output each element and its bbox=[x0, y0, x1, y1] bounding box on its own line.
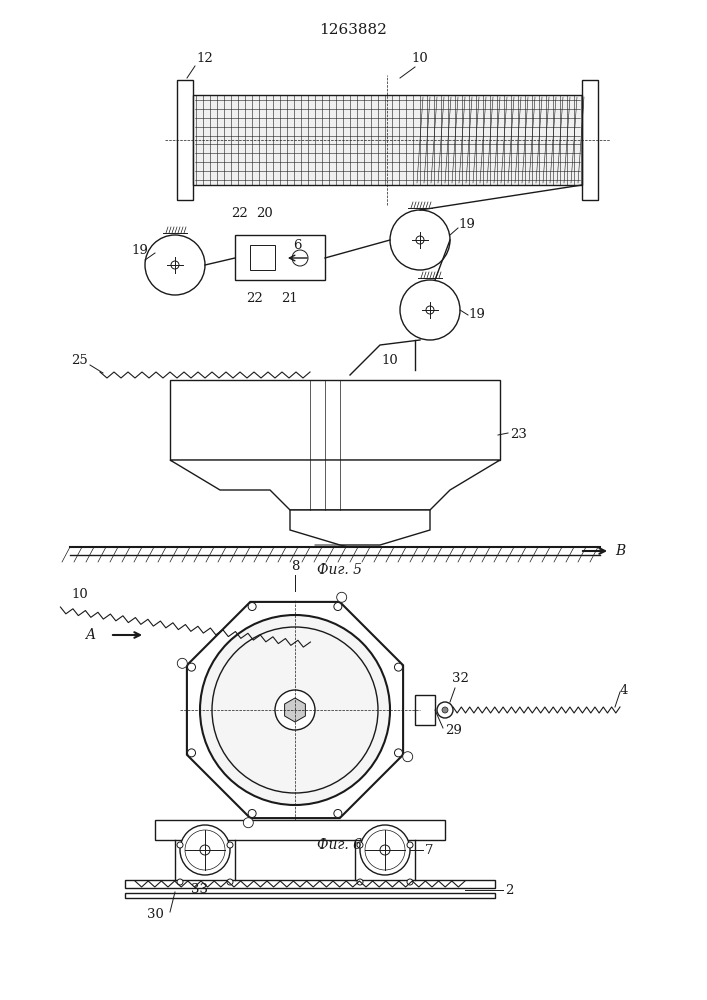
Text: 25: 25 bbox=[71, 354, 88, 366]
Circle shape bbox=[200, 615, 390, 805]
Text: 23: 23 bbox=[510, 428, 527, 442]
Text: 4: 4 bbox=[620, 684, 629, 696]
Circle shape bbox=[180, 825, 230, 875]
Circle shape bbox=[437, 702, 453, 718]
Text: 1263882: 1263882 bbox=[319, 23, 387, 37]
Circle shape bbox=[334, 809, 342, 817]
Text: 32: 32 bbox=[452, 672, 469, 685]
Circle shape bbox=[177, 658, 187, 668]
Text: 21: 21 bbox=[281, 292, 298, 305]
Circle shape bbox=[360, 825, 410, 875]
Bar bbox=[125, 893, 495, 898]
Text: 19: 19 bbox=[458, 219, 475, 232]
Circle shape bbox=[200, 845, 210, 855]
Text: Фиг. 5: Фиг. 5 bbox=[317, 563, 363, 577]
Polygon shape bbox=[290, 510, 430, 545]
Text: Фиг. 6: Фиг. 6 bbox=[317, 838, 363, 852]
Text: 12: 12 bbox=[197, 52, 214, 65]
Bar bbox=[193, 95, 582, 185]
Text: A: A bbox=[85, 628, 95, 642]
Text: 30: 30 bbox=[146, 908, 163, 922]
Bar bbox=[582, 80, 598, 200]
Circle shape bbox=[227, 842, 233, 848]
Circle shape bbox=[337, 592, 346, 602]
Circle shape bbox=[248, 603, 256, 611]
Text: 29: 29 bbox=[445, 724, 462, 736]
Bar bbox=[155, 820, 445, 840]
Circle shape bbox=[442, 707, 448, 713]
Circle shape bbox=[407, 879, 413, 885]
Text: 22: 22 bbox=[232, 207, 248, 220]
Text: 10: 10 bbox=[71, 588, 88, 601]
Circle shape bbox=[187, 749, 196, 757]
Circle shape bbox=[177, 842, 183, 848]
Text: 2: 2 bbox=[505, 884, 513, 896]
Text: B: B bbox=[615, 544, 625, 558]
Polygon shape bbox=[285, 698, 305, 722]
Bar bbox=[235, 235, 325, 280]
Text: 19: 19 bbox=[468, 308, 485, 322]
Circle shape bbox=[243, 818, 253, 828]
Polygon shape bbox=[170, 460, 500, 510]
Bar bbox=[250, 245, 275, 270]
Circle shape bbox=[177, 879, 183, 885]
Circle shape bbox=[248, 809, 256, 817]
Circle shape bbox=[407, 842, 413, 848]
Circle shape bbox=[395, 749, 402, 757]
Text: 7: 7 bbox=[425, 844, 433, 856]
Circle shape bbox=[187, 663, 196, 671]
Text: 10: 10 bbox=[411, 52, 428, 65]
Text: 20: 20 bbox=[257, 207, 274, 220]
Text: 33: 33 bbox=[192, 883, 209, 896]
Circle shape bbox=[403, 752, 413, 762]
Circle shape bbox=[357, 842, 363, 848]
Bar bbox=[125, 880, 495, 888]
Circle shape bbox=[395, 663, 402, 671]
Circle shape bbox=[357, 879, 363, 885]
Text: 8: 8 bbox=[291, 560, 299, 573]
Circle shape bbox=[380, 845, 390, 855]
Circle shape bbox=[227, 879, 233, 885]
Text: 10: 10 bbox=[382, 354, 398, 366]
Circle shape bbox=[275, 690, 315, 730]
Text: 6: 6 bbox=[293, 239, 301, 252]
Bar bbox=[177, 80, 193, 200]
Text: 22: 22 bbox=[247, 292, 264, 305]
Polygon shape bbox=[170, 380, 500, 460]
Text: 19: 19 bbox=[132, 243, 148, 256]
Bar bbox=[415, 695, 435, 725]
Circle shape bbox=[334, 603, 342, 611]
